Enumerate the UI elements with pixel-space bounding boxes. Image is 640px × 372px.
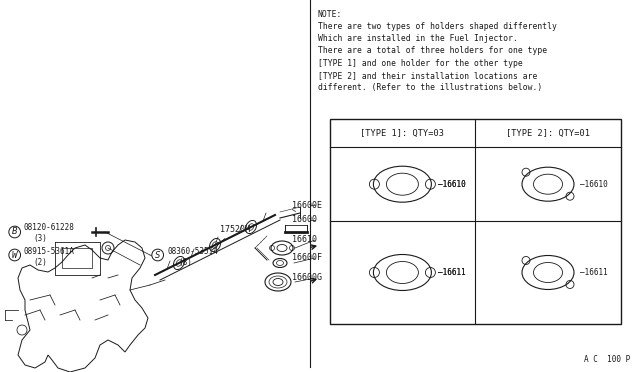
Text: —16610: —16610	[580, 180, 608, 189]
Text: —16611: —16611	[438, 268, 466, 277]
Text: S: S	[155, 250, 161, 260]
Text: B: B	[12, 228, 17, 237]
Bar	[330, 119, 621, 324]
Text: (8): (8)	[178, 257, 192, 266]
Text: 08915-5361A: 08915-5361A	[24, 247, 75, 257]
Text: A C  100 P: A C 100 P	[584, 355, 630, 364]
Text: 16610: 16610	[292, 235, 317, 244]
Text: (3): (3)	[33, 234, 47, 243]
Text: —16611: —16611	[438, 268, 466, 277]
Text: (2): (2)	[33, 257, 47, 266]
Text: —16610: —16610	[438, 180, 466, 189]
Text: [TYPE 1]: QTY=03: [TYPE 1]: QTY=03	[360, 129, 444, 138]
Text: NOTE:
There are two types of holders shaped differently
Which are installed in t: NOTE: There are two types of holders sha…	[318, 10, 557, 92]
Text: 17520M: 17520M	[212, 225, 250, 250]
Text: 16600F: 16600F	[292, 253, 322, 263]
Text: 08120-61228: 08120-61228	[24, 224, 75, 232]
Text: [TYPE 2]: QTY=01: [TYPE 2]: QTY=01	[506, 129, 590, 138]
Text: W: W	[12, 250, 17, 260]
Text: 08360-53514: 08360-53514	[168, 247, 219, 257]
Text: 16600G: 16600G	[292, 273, 322, 282]
Text: 16600: 16600	[292, 215, 317, 224]
Text: —16611: —16611	[580, 268, 608, 277]
Text: —16610: —16610	[438, 180, 466, 189]
Text: 16600E: 16600E	[292, 201, 322, 209]
